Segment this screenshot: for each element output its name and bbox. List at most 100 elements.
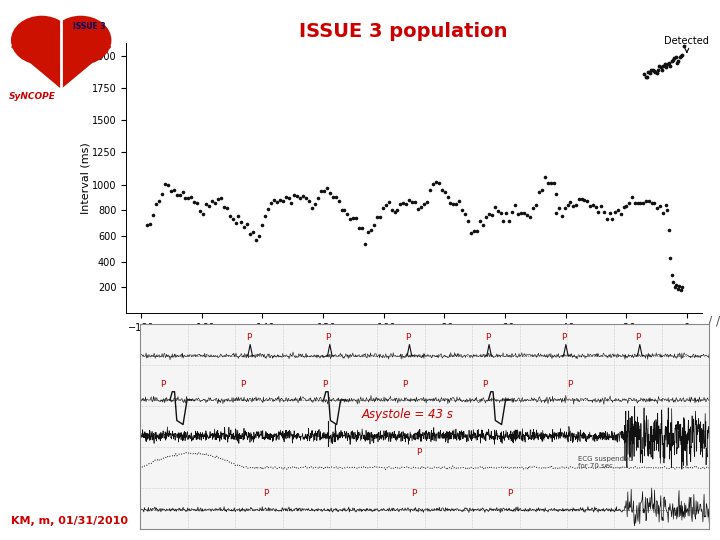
Point: [545, 179, 557, 187]
Point: [303, 197, 315, 205]
Point: [148, 211, 159, 219]
Point: [433, 178, 444, 187]
Point: [637, 199, 649, 207]
Point: [660, 201, 671, 210]
Point: [677, 51, 688, 60]
Point: [174, 191, 185, 199]
Point: [462, 217, 474, 226]
Point: [551, 209, 562, 218]
Point: [407, 198, 418, 207]
Point: [618, 202, 629, 211]
Point: [427, 180, 438, 188]
Point: [192, 198, 203, 207]
Point: [672, 57, 684, 65]
Point: [562, 201, 573, 210]
Point: [235, 218, 247, 227]
Point: [595, 201, 607, 210]
Point: [197, 210, 209, 219]
Point: [642, 72, 653, 81]
Point: [657, 65, 668, 74]
Point: [430, 178, 441, 186]
Point: [536, 185, 547, 194]
Text: SyNCOPE: SyNCOPE: [9, 92, 55, 101]
Point: [189, 198, 200, 206]
Point: [548, 179, 559, 187]
Point: [356, 224, 368, 232]
Point: [395, 199, 406, 208]
Point: [442, 192, 454, 201]
Point: [156, 190, 168, 198]
Text: P: P: [482, 380, 487, 389]
Point: [348, 214, 359, 222]
Point: [640, 197, 652, 206]
Point: [459, 210, 471, 219]
Point: [297, 192, 309, 200]
Point: [456, 206, 468, 214]
Point: [283, 194, 294, 202]
Point: [672, 285, 683, 293]
Point: [651, 69, 662, 78]
Point: [277, 197, 289, 205]
Point: [212, 194, 224, 203]
Point: [380, 200, 392, 209]
Point: [567, 202, 579, 211]
Point: [180, 194, 192, 202]
Point: [289, 191, 300, 199]
Point: [533, 188, 544, 197]
Point: [294, 193, 306, 202]
Point: [647, 66, 658, 75]
Point: [513, 210, 524, 218]
Point: [649, 199, 660, 208]
Text: KM, m, 01/31/2010: KM, m, 01/31/2010: [11, 516, 128, 526]
Text: P: P: [562, 334, 567, 342]
Point: [338, 205, 350, 214]
Point: [227, 215, 238, 224]
Point: [655, 63, 667, 71]
Point: [624, 198, 635, 207]
Point: [643, 197, 654, 206]
Text: P: P: [325, 334, 330, 342]
Point: [666, 271, 678, 279]
Point: [312, 193, 324, 202]
Point: [251, 236, 262, 245]
Point: [612, 206, 624, 214]
Point: [471, 227, 482, 235]
Point: [557, 211, 568, 220]
Point: [669, 283, 680, 292]
Point: [206, 197, 217, 206]
Point: [403, 195, 415, 204]
Point: [286, 199, 297, 208]
Point: [383, 198, 395, 207]
Point: [576, 195, 588, 204]
Point: [415, 202, 427, 211]
Point: [663, 59, 675, 68]
Text: /: /: [708, 314, 712, 327]
Point: [500, 209, 512, 218]
Text: P: P: [240, 380, 246, 389]
Point: [652, 204, 663, 213]
Point: [224, 212, 235, 221]
Point: [342, 210, 354, 218]
Point: [465, 228, 477, 237]
Point: [389, 208, 400, 217]
Point: [150, 199, 162, 208]
Point: [374, 213, 386, 221]
Point: [516, 209, 527, 218]
Point: [573, 194, 585, 203]
Point: [324, 188, 336, 197]
Point: [145, 220, 156, 228]
Point: [451, 200, 462, 208]
Point: [660, 63, 672, 71]
Point: [365, 226, 377, 234]
Point: [645, 66, 657, 75]
Point: [551, 190, 562, 198]
Point: [670, 281, 682, 289]
Point: [678, 42, 690, 50]
Point: [215, 194, 227, 202]
Point: [542, 179, 554, 187]
Point: [218, 202, 230, 211]
Point: [666, 57, 678, 65]
Point: [259, 212, 271, 220]
Point: [521, 211, 533, 220]
Point: [654, 62, 665, 70]
